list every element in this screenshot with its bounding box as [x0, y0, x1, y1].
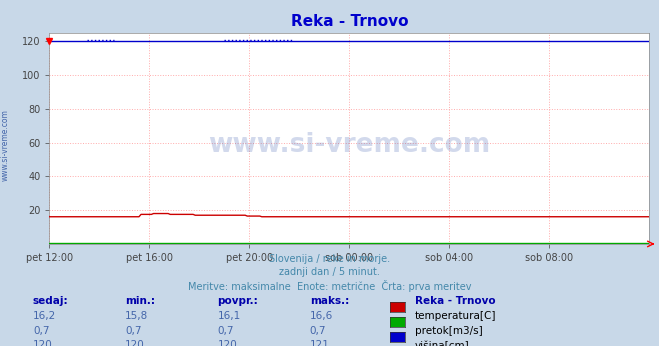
Text: www.si-vreme.com: www.si-vreme.com — [1, 109, 10, 181]
Text: 121: 121 — [310, 340, 330, 346]
Text: Slovenija / reke in morje.: Slovenija / reke in morje. — [269, 254, 390, 264]
Text: maks.:: maks.: — [310, 296, 349, 306]
Text: 0,7: 0,7 — [125, 326, 142, 336]
Text: zadnji dan / 5 minut.: zadnji dan / 5 minut. — [279, 267, 380, 277]
Text: 120: 120 — [217, 340, 237, 346]
Text: sedaj:: sedaj: — [33, 296, 69, 306]
Text: 16,1: 16,1 — [217, 311, 241, 321]
Text: Meritve: maksimalne  Enote: metrične  Črta: prva meritev: Meritve: maksimalne Enote: metrične Črta… — [188, 280, 471, 292]
Text: 15,8: 15,8 — [125, 311, 148, 321]
Text: 16,6: 16,6 — [310, 311, 333, 321]
Text: povpr.:: povpr.: — [217, 296, 258, 306]
Text: 120: 120 — [125, 340, 145, 346]
Title: Reka - Trnovo: Reka - Trnovo — [291, 14, 408, 29]
Text: min.:: min.: — [125, 296, 156, 306]
Text: 120: 120 — [33, 340, 53, 346]
Text: pretok[m3/s]: pretok[m3/s] — [415, 326, 483, 336]
Text: temperatura[C]: temperatura[C] — [415, 311, 497, 321]
Text: www.si-vreme.com: www.si-vreme.com — [208, 132, 490, 158]
Text: 0,7: 0,7 — [33, 326, 49, 336]
Text: 0,7: 0,7 — [217, 326, 234, 336]
Text: višina[cm]: višina[cm] — [415, 340, 470, 346]
Text: 0,7: 0,7 — [310, 326, 326, 336]
Text: 16,2: 16,2 — [33, 311, 56, 321]
Text: Reka - Trnovo: Reka - Trnovo — [415, 296, 496, 306]
